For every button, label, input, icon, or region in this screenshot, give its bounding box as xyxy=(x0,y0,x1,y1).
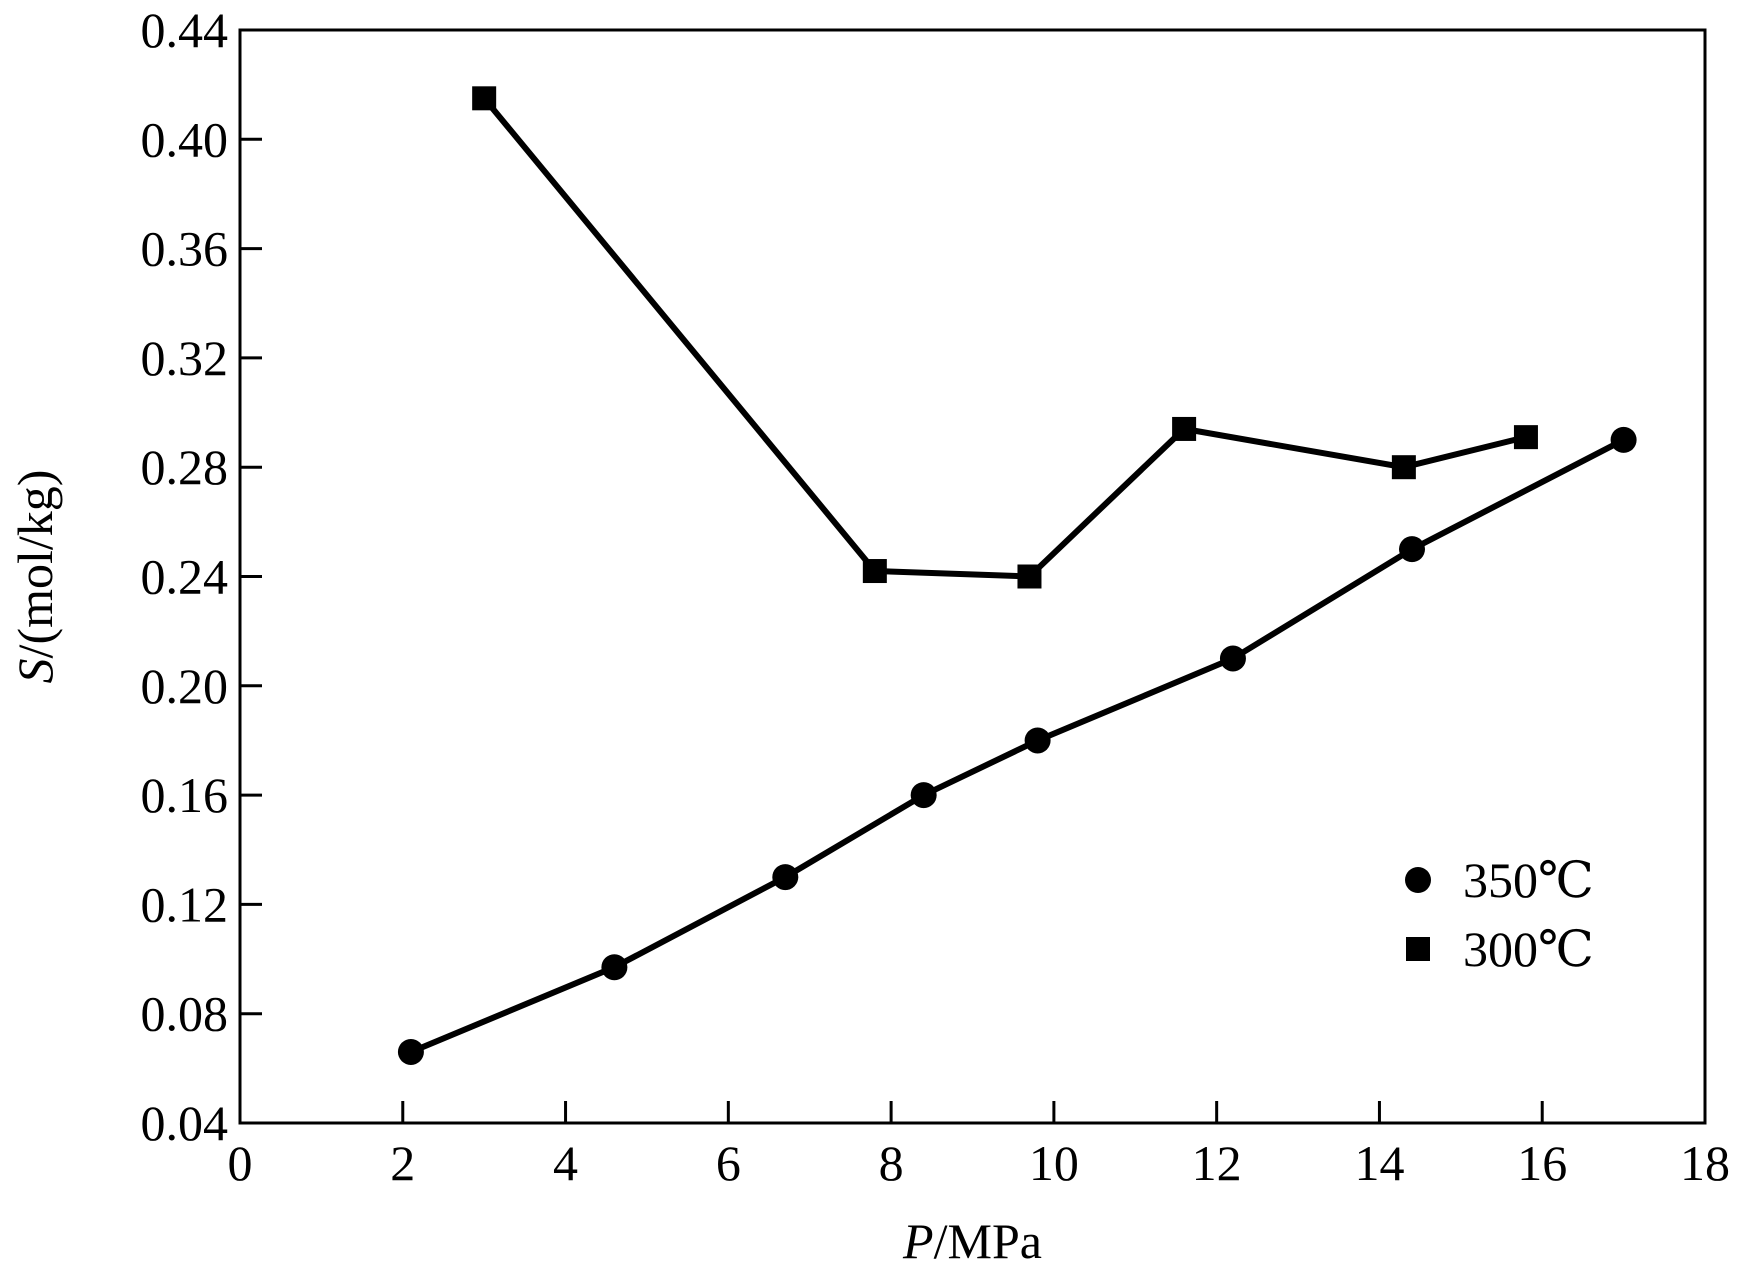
data-point xyxy=(1017,564,1042,589)
x-tick-label: 0 xyxy=(228,1135,253,1191)
legend-label: 300℃ xyxy=(1463,921,1594,977)
y-axis-title: S/(mol/kg) xyxy=(7,470,63,684)
x-tick-label: 6 xyxy=(716,1135,741,1191)
data-point xyxy=(1024,727,1051,754)
x-tick-label: 14 xyxy=(1354,1135,1404,1191)
data-point xyxy=(472,86,497,111)
data-point xyxy=(601,954,628,981)
series-line xyxy=(409,437,1625,1055)
y-tick-label: 0.44 xyxy=(141,2,229,58)
x-tick-label: 2 xyxy=(390,1135,415,1191)
legend-label: 350℃ xyxy=(1463,852,1594,908)
data-point xyxy=(910,782,937,809)
x-tick-label: 8 xyxy=(879,1135,904,1191)
data-point xyxy=(1391,455,1416,480)
x-tick-label: 12 xyxy=(1192,1135,1242,1191)
legend-marker xyxy=(1405,867,1431,893)
x-tick-label: 4 xyxy=(553,1135,578,1191)
data-point xyxy=(397,1038,424,1065)
y-axis-unit: /(mol/kg) xyxy=(7,470,63,659)
x-tick-label: 10 xyxy=(1029,1135,1079,1191)
data-point xyxy=(772,864,799,891)
axes: 0 2 4 6 8 10 12 14 16 18 0.04 0.08 0.12 0.16 0.20 0.24 0… xyxy=(141,2,1731,1191)
data-point xyxy=(1399,536,1425,563)
y-tick-label: 0.16 xyxy=(141,767,229,823)
y-tick-label: 0.36 xyxy=(141,221,229,277)
legend: 350℃ 300℃ xyxy=(1405,852,1594,977)
x-tick-label: 16 xyxy=(1517,1135,1567,1191)
y-tick-label: 0.08 xyxy=(141,986,229,1042)
y-tick-label: 0.32 xyxy=(141,330,229,386)
y-tick-label: 0.40 xyxy=(141,111,229,167)
x-axis-variable: P xyxy=(902,1213,934,1269)
y-tick-label: 0.12 xyxy=(141,876,229,932)
series-line xyxy=(481,96,1527,580)
x-tick-label: 18 xyxy=(1680,1135,1730,1191)
data-point xyxy=(1219,645,1246,672)
series-0 xyxy=(397,426,1637,1065)
series-layer xyxy=(397,86,1637,1065)
y-tick-label: 0.20 xyxy=(141,658,229,714)
data-point xyxy=(1513,425,1538,450)
y-tick-label: 0.24 xyxy=(141,549,229,605)
series-1 xyxy=(472,86,1538,589)
x-axis-unit: /MPa xyxy=(934,1213,1042,1269)
y-axis-variable: S xyxy=(7,658,63,683)
y-tick-label: 0.28 xyxy=(141,439,229,495)
data-point xyxy=(1610,426,1637,453)
y-tick-label: 0.04 xyxy=(141,1095,229,1151)
data-point xyxy=(1172,416,1197,441)
data-point xyxy=(862,559,887,584)
x-axis-title: P/MPa xyxy=(902,1213,1042,1269)
legend-marker xyxy=(1406,937,1430,961)
